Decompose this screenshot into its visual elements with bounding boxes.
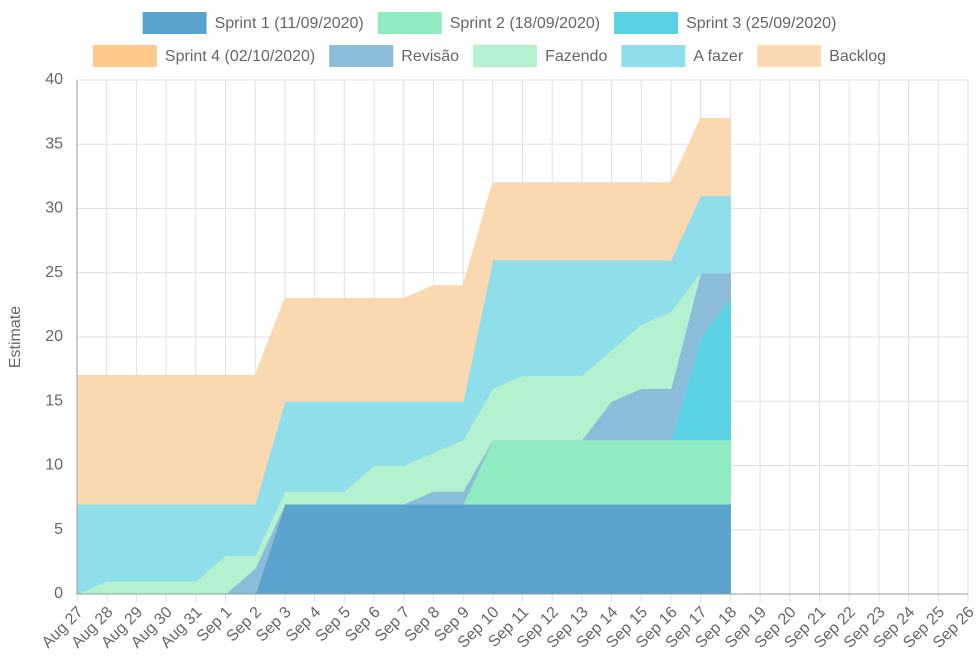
legend-swatch bbox=[377, 12, 442, 34]
legend-label: Sprint 2 (18/09/2020) bbox=[450, 15, 600, 32]
legend-swatch bbox=[614, 12, 679, 34]
legend-label: A fazer bbox=[693, 48, 743, 65]
legend: Sprint 1 (11/09/2020) Sprint 2 (18/09/202… bbox=[92, 12, 886, 67]
y-tick-label: 35 bbox=[45, 135, 63, 152]
legend-item: Fazendo bbox=[473, 45, 607, 67]
legend-label: Sprint 4 (02/10/2020) bbox=[165, 48, 315, 65]
y-tick-label: 15 bbox=[45, 392, 63, 409]
legend-item: Sprint 3 (25/09/2020) bbox=[614, 12, 836, 34]
y-tick-label: 40 bbox=[45, 71, 63, 88]
legend-swatch bbox=[621, 45, 686, 67]
legend-item: Revisão bbox=[329, 45, 459, 67]
legend-swatch bbox=[142, 12, 207, 34]
legend-label: Sprint 1 (11/09/2020) bbox=[215, 15, 364, 32]
legend-item: Sprint 1 (11/09/2020) bbox=[142, 12, 364, 34]
y-tick-label: 20 bbox=[45, 328, 63, 345]
y-tick-label: 25 bbox=[45, 264, 63, 281]
legend-item: Sprint 4 (02/10/2020) bbox=[92, 45, 315, 67]
y-tick-label: 0 bbox=[54, 585, 63, 602]
legend-item: Backlog bbox=[757, 45, 886, 67]
y-tick-label: 5 bbox=[54, 521, 63, 538]
y-axis-label: Estimate bbox=[7, 306, 24, 368]
legend-label: Sprint 3 (25/09/2020) bbox=[686, 15, 836, 32]
area bbox=[76, 118, 731, 505]
legend-label: Revisão bbox=[401, 48, 459, 65]
y-tick-label: 10 bbox=[45, 457, 63, 474]
y-tick-label: 30 bbox=[45, 200, 63, 217]
legend-swatch bbox=[757, 45, 822, 67]
legend-label: Fazendo bbox=[545, 48, 607, 65]
legend-item: A fazer bbox=[621, 45, 744, 67]
legend-swatch bbox=[92, 45, 157, 67]
legend-item: Sprint 2 (18/09/2020) bbox=[377, 12, 600, 34]
legend-label: Backlog bbox=[829, 48, 886, 65]
legend-swatch bbox=[329, 45, 394, 67]
legend-swatch bbox=[473, 45, 538, 67]
areas bbox=[76, 118, 731, 595]
